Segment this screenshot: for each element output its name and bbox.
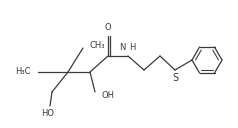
Text: HO: HO bbox=[41, 109, 55, 119]
Text: S: S bbox=[172, 73, 178, 83]
Text: H: H bbox=[129, 44, 135, 52]
Text: OH: OH bbox=[102, 92, 115, 100]
Text: CH₃: CH₃ bbox=[90, 40, 105, 50]
Text: N: N bbox=[120, 44, 126, 52]
Text: O: O bbox=[105, 24, 111, 33]
Text: H₃C: H₃C bbox=[15, 67, 31, 77]
